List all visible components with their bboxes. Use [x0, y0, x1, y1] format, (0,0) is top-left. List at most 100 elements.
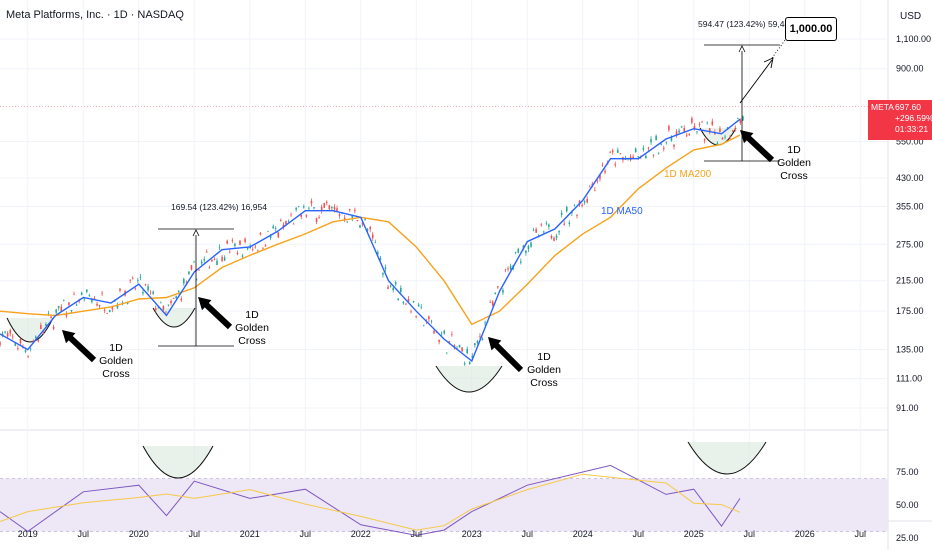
- rsi-cup-2020-stroke: [142, 445, 214, 479]
- candle-body: [359, 225, 361, 228]
- candle-body: [9, 330, 12, 334]
- candle-body: [711, 121, 714, 125]
- cross-arrows: [62, 130, 775, 373]
- candle-body: [303, 206, 305, 208]
- measure-2025-arrow: [738, 45, 746, 53]
- candle-body: [655, 135, 657, 141]
- candle-body: [1, 333, 4, 336]
- candle-body: [244, 238, 246, 243]
- candle-body: [346, 221, 349, 222]
- candle-body: [290, 214, 292, 216]
- candle-body: [456, 347, 458, 349]
- candle-body: [384, 267, 387, 269]
- candle-body: [315, 218, 318, 223]
- cup-2022-stroke: [435, 365, 503, 393]
- candle-body: [216, 260, 218, 265]
- cup-arcs: [6, 127, 767, 479]
- candle-body: [257, 250, 259, 252]
- candle-body: [400, 287, 402, 292]
- candle-body: [91, 299, 93, 302]
- candle-body: [272, 226, 274, 229]
- candle-body: [721, 137, 724, 140]
- candle-body: [116, 305, 119, 309]
- measure-2020-label: 169.54 (123.42%) 16,954: [171, 202, 267, 212]
- gc-label-2019-line: Golden: [99, 355, 133, 367]
- gc-label-2023-line: Golden: [527, 364, 561, 376]
- candle-body: [200, 261, 203, 264]
- candle-body: [170, 300, 172, 304]
- candle-body: [586, 198, 588, 203]
- candle-body: [448, 341, 451, 343]
- candle-body: [343, 217, 346, 221]
- candle-body: [139, 276, 142, 278]
- candle-body: [52, 326, 55, 329]
- time-tick-label: Jul: [299, 529, 311, 539]
- candle-body: [19, 339, 22, 344]
- candle-body: [514, 252, 517, 253]
- candle-body: [497, 286, 499, 288]
- candle-body: [190, 265, 193, 270]
- candle-body: [356, 219, 359, 222]
- candle-body: [379, 258, 382, 260]
- candle-body: [458, 344, 461, 348]
- candle-body: [300, 214, 303, 217]
- candle-body: [96, 303, 98, 306]
- candle-body: [724, 136, 726, 138]
- candle-body: [405, 303, 407, 305]
- candle-body: [440, 333, 443, 335]
- time-tick-label: 2024: [573, 529, 593, 539]
- time-tick-label: 2019: [18, 529, 38, 539]
- candle-body: [262, 248, 264, 250]
- last-price-badge: META 697.60 +296.59% 01:33:21: [868, 100, 932, 140]
- candle-body: [412, 301, 415, 303]
- candle-body: [236, 253, 239, 255]
- candle-body: [553, 237, 555, 241]
- time-tick-label: 2026: [795, 529, 815, 539]
- candle-body: [149, 292, 152, 294]
- candle-body: [387, 286, 389, 289]
- candle-body: [726, 127, 729, 129]
- candle-body: [397, 298, 400, 300]
- candle-body: [410, 311, 412, 313]
- candle-body: [374, 242, 377, 243]
- candle-body: [218, 247, 221, 248]
- candle-body: [609, 151, 611, 153]
- measure-2020-arrow: [192, 229, 200, 237]
- candle-body: [185, 282, 188, 284]
- candle-body: [481, 338, 484, 341]
- candle-body: [354, 209, 356, 211]
- candle-body: [175, 296, 177, 299]
- candle-body: [231, 240, 234, 241]
- candle-body: [292, 223, 295, 225]
- candle-body: [165, 312, 167, 314]
- candles: [0, 115, 744, 366]
- candle-body: [45, 324, 47, 326]
- time-tick-label: Jul: [77, 529, 89, 539]
- candle-body: [129, 280, 132, 281]
- candle-body: [131, 277, 134, 279]
- candle-body: [614, 164, 617, 166]
- candle-body: [601, 165, 604, 166]
- rsi-cup-2025-stroke: [687, 441, 767, 475]
- candle-body: [221, 256, 223, 261]
- candle-body: [308, 207, 310, 209]
- candle-body: [144, 284, 147, 286]
- candle-body: [50, 316, 52, 319]
- symbol-title[interactable]: Meta Platforms, Inc. · 1D · NASDAQ: [6, 9, 184, 21]
- candle-body: [63, 300, 65, 301]
- candle-body: [336, 208, 338, 212]
- price-tick-label: 215.00: [896, 276, 924, 286]
- price-tick-label: 355.00: [896, 201, 924, 211]
- ma200-line: [0, 134, 741, 326]
- candle-body: [673, 144, 675, 147]
- gc-label-2019-line: 1D: [109, 342, 123, 354]
- candle-body: [596, 180, 599, 182]
- target-callout[interactable]: 1,000.00: [785, 17, 837, 41]
- candle-body: [583, 201, 586, 203]
- candle-body: [665, 141, 668, 143]
- candle-body: [211, 259, 213, 262]
- ma200-label: 1D MA200: [664, 169, 712, 180]
- currency-label[interactable]: USD: [900, 11, 922, 22]
